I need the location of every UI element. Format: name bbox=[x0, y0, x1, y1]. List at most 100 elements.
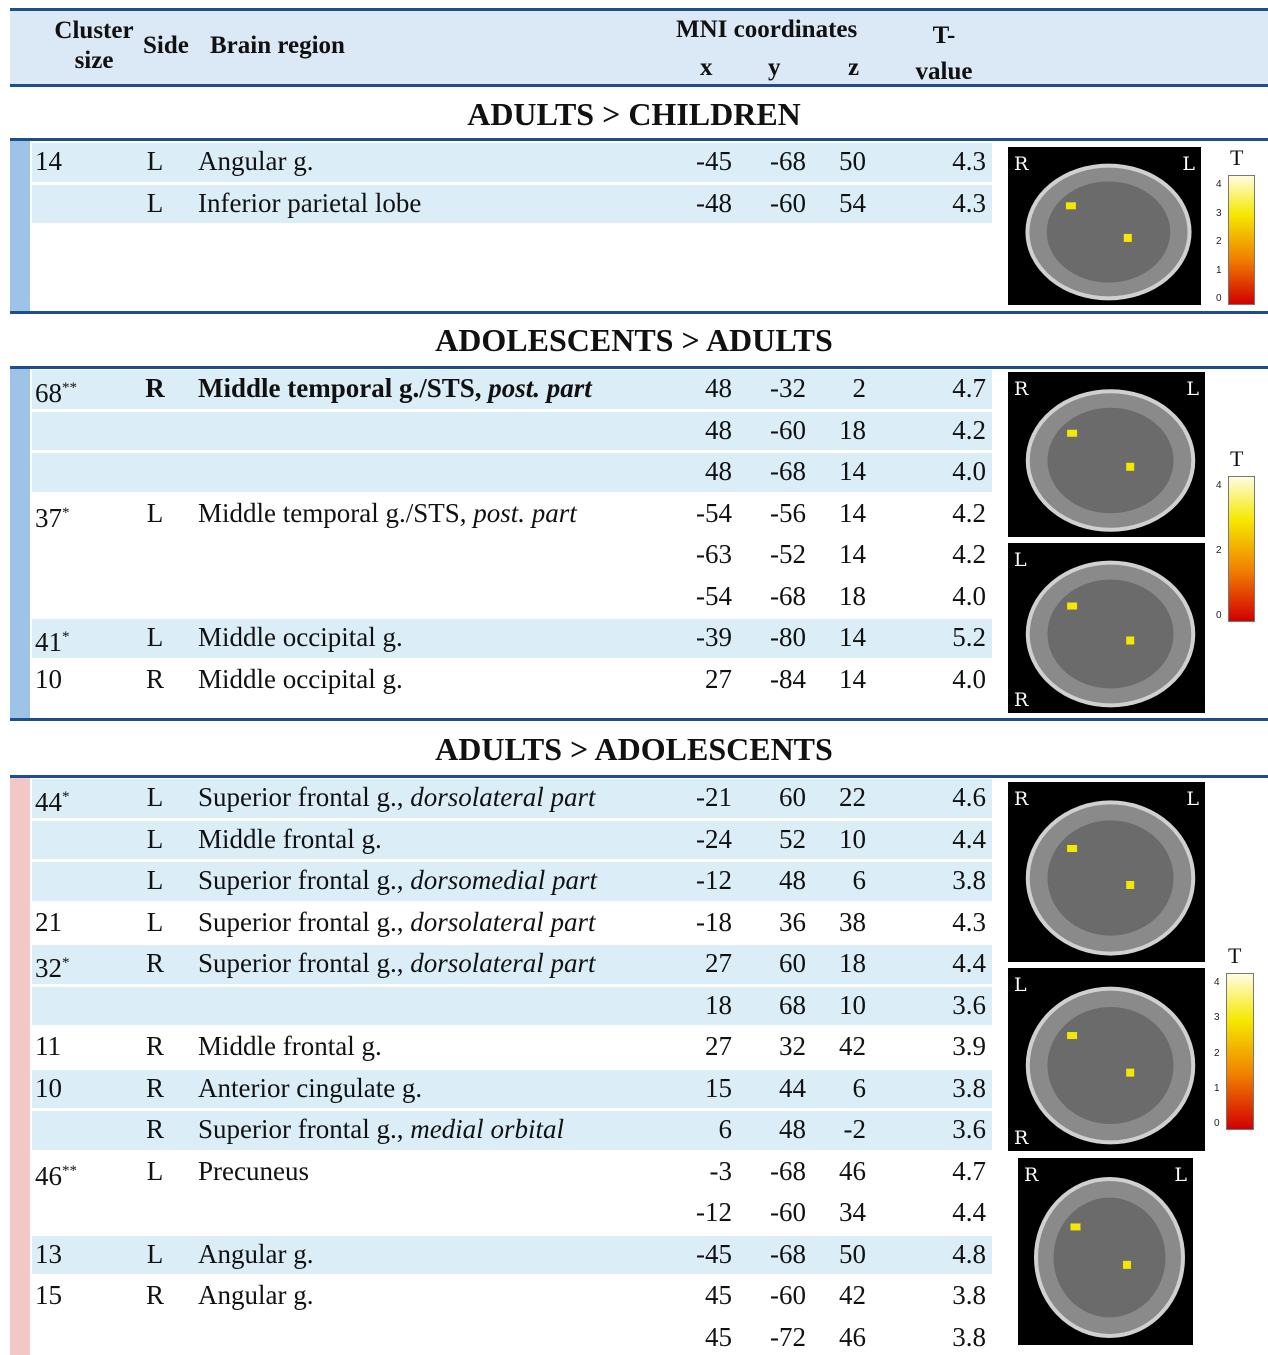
coord-t: 4.4 bbox=[906, 943, 986, 984]
colorbar-tick: 3 bbox=[1216, 208, 1222, 219]
coord-t: 4.0 bbox=[906, 576, 986, 617]
coord-t: 4.4 bbox=[906, 1192, 986, 1233]
activation bbox=[1067, 1032, 1077, 1039]
orientation-label: L bbox=[1182, 153, 1195, 175]
header-region: Brain region bbox=[210, 32, 345, 60]
coord-t: 4.0 bbox=[906, 659, 986, 700]
colorbar bbox=[1228, 476, 1255, 622]
coord-x: -45 bbox=[652, 1234, 732, 1275]
activation bbox=[1126, 881, 1134, 889]
brain-image: LR bbox=[1008, 968, 1205, 1151]
coord-z: 22 bbox=[786, 777, 866, 818]
colorbar-tick: 1 bbox=[1216, 265, 1222, 276]
colorbar bbox=[1228, 175, 1255, 305]
region-italic: dorsolateral part bbox=[410, 907, 595, 937]
orientation-label: R bbox=[1024, 1164, 1038, 1186]
cluster: 10 bbox=[35, 1068, 62, 1109]
coord-x: -63 bbox=[652, 534, 732, 575]
side: L bbox=[140, 860, 170, 901]
coord-t: 3.6 bbox=[906, 1109, 986, 1150]
brain-inner bbox=[1054, 1198, 1166, 1318]
section-title: ADULTS > ADOLESCENTS bbox=[0, 731, 1268, 768]
coord-t: 4.2 bbox=[906, 410, 986, 451]
coord-x: 48 bbox=[652, 410, 732, 451]
region: Angular g. bbox=[198, 1275, 313, 1316]
coord-t: 4.7 bbox=[906, 368, 986, 409]
coord-t: 5.2 bbox=[906, 617, 986, 658]
region-text: Middle frontal g. bbox=[198, 1031, 382, 1061]
region: Middle temporal g./STS, post. part bbox=[198, 493, 577, 534]
side: R bbox=[140, 1026, 170, 1067]
side: R bbox=[140, 943, 170, 984]
coord-t: 4.0 bbox=[906, 451, 986, 492]
colorbar-tick: 3 bbox=[1214, 1012, 1220, 1023]
region-text: Middle occipital g. bbox=[198, 664, 403, 694]
coord-x: -24 bbox=[652, 819, 732, 860]
colorbar-tick: 2 bbox=[1216, 545, 1222, 556]
region: Middle frontal g. bbox=[198, 819, 382, 860]
coord-t: 3.8 bbox=[906, 1275, 986, 1316]
coord-t: 4.3 bbox=[906, 141, 986, 182]
colorbar-title: T bbox=[1228, 943, 1241, 969]
coord-x: -12 bbox=[652, 860, 732, 901]
side: L bbox=[140, 902, 170, 943]
region-italic: medial orbital bbox=[410, 1114, 564, 1144]
coord-x: 48 bbox=[652, 368, 732, 409]
side: R bbox=[140, 1109, 170, 1150]
header-mni: MNI coordinates bbox=[676, 16, 857, 44]
coord-z: 10 bbox=[786, 819, 866, 860]
activation bbox=[1124, 234, 1132, 242]
activation bbox=[1067, 603, 1077, 610]
colorbar-tick: 4 bbox=[1216, 480, 1222, 491]
significance: ** bbox=[62, 1163, 77, 1179]
coord-x: 48 bbox=[652, 451, 732, 492]
activation bbox=[1066, 202, 1076, 209]
colorbar-tick: 4 bbox=[1214, 977, 1220, 988]
cluster: 37* bbox=[35, 493, 70, 539]
side: R bbox=[140, 1068, 170, 1109]
region-text: Superior frontal g., bbox=[198, 948, 410, 978]
coord-x: 27 bbox=[652, 1026, 732, 1067]
section-title: ADOLESCENTS > ADULTS bbox=[0, 322, 1268, 359]
region-text: Angular g. bbox=[198, 146, 313, 176]
side: L bbox=[140, 617, 170, 658]
significance: * bbox=[62, 505, 70, 521]
coord-t: 4.2 bbox=[906, 493, 986, 534]
region-text: Inferior parietal lobe bbox=[198, 188, 421, 218]
cluster: 21 bbox=[35, 902, 62, 943]
region-text: Middle temporal g./STS, bbox=[198, 498, 473, 528]
colorbar-tick: 2 bbox=[1216, 236, 1222, 247]
coord-t: 4.7 bbox=[906, 1151, 986, 1192]
coord-x: 27 bbox=[652, 659, 732, 700]
brain-inner bbox=[1047, 1007, 1173, 1124]
region: Superior frontal g., dorsolateral part bbox=[198, 902, 595, 943]
cluster: 10 bbox=[35, 659, 62, 700]
orientation-label: L bbox=[1014, 549, 1027, 571]
brain-drawing bbox=[1008, 372, 1205, 537]
coord-x: 15 bbox=[652, 1068, 732, 1109]
significance: ** bbox=[62, 380, 77, 396]
brain-image: RL bbox=[1008, 147, 1201, 305]
section-title: ADULTS > CHILDREN bbox=[0, 96, 1268, 133]
coord-z: -2 bbox=[786, 1109, 866, 1150]
region-text: Superior frontal g., bbox=[198, 1114, 410, 1144]
coord-x: 18 bbox=[652, 985, 732, 1026]
region-text: Superior frontal g., bbox=[198, 865, 410, 895]
coord-t: 3.8 bbox=[906, 1068, 986, 1109]
cluster: 11 bbox=[35, 1026, 61, 1067]
coord-z: 50 bbox=[786, 141, 866, 182]
activation bbox=[1126, 1069, 1134, 1077]
region: Anterior cingulate g. bbox=[198, 1068, 422, 1109]
coord-z: 46 bbox=[786, 1151, 866, 1192]
region: Angular g. bbox=[198, 141, 313, 182]
cluster: 44* bbox=[35, 777, 70, 823]
region-text: Superior frontal g., bbox=[198, 782, 410, 812]
colorbar bbox=[1226, 973, 1254, 1130]
significance: * bbox=[62, 629, 70, 645]
region-text: Angular g. bbox=[198, 1280, 313, 1310]
side: L bbox=[140, 183, 170, 224]
rule bbox=[10, 718, 1268, 721]
cluster: 68** bbox=[35, 368, 77, 414]
region: Precuneus bbox=[198, 1151, 309, 1192]
rule bbox=[10, 8, 1268, 11]
